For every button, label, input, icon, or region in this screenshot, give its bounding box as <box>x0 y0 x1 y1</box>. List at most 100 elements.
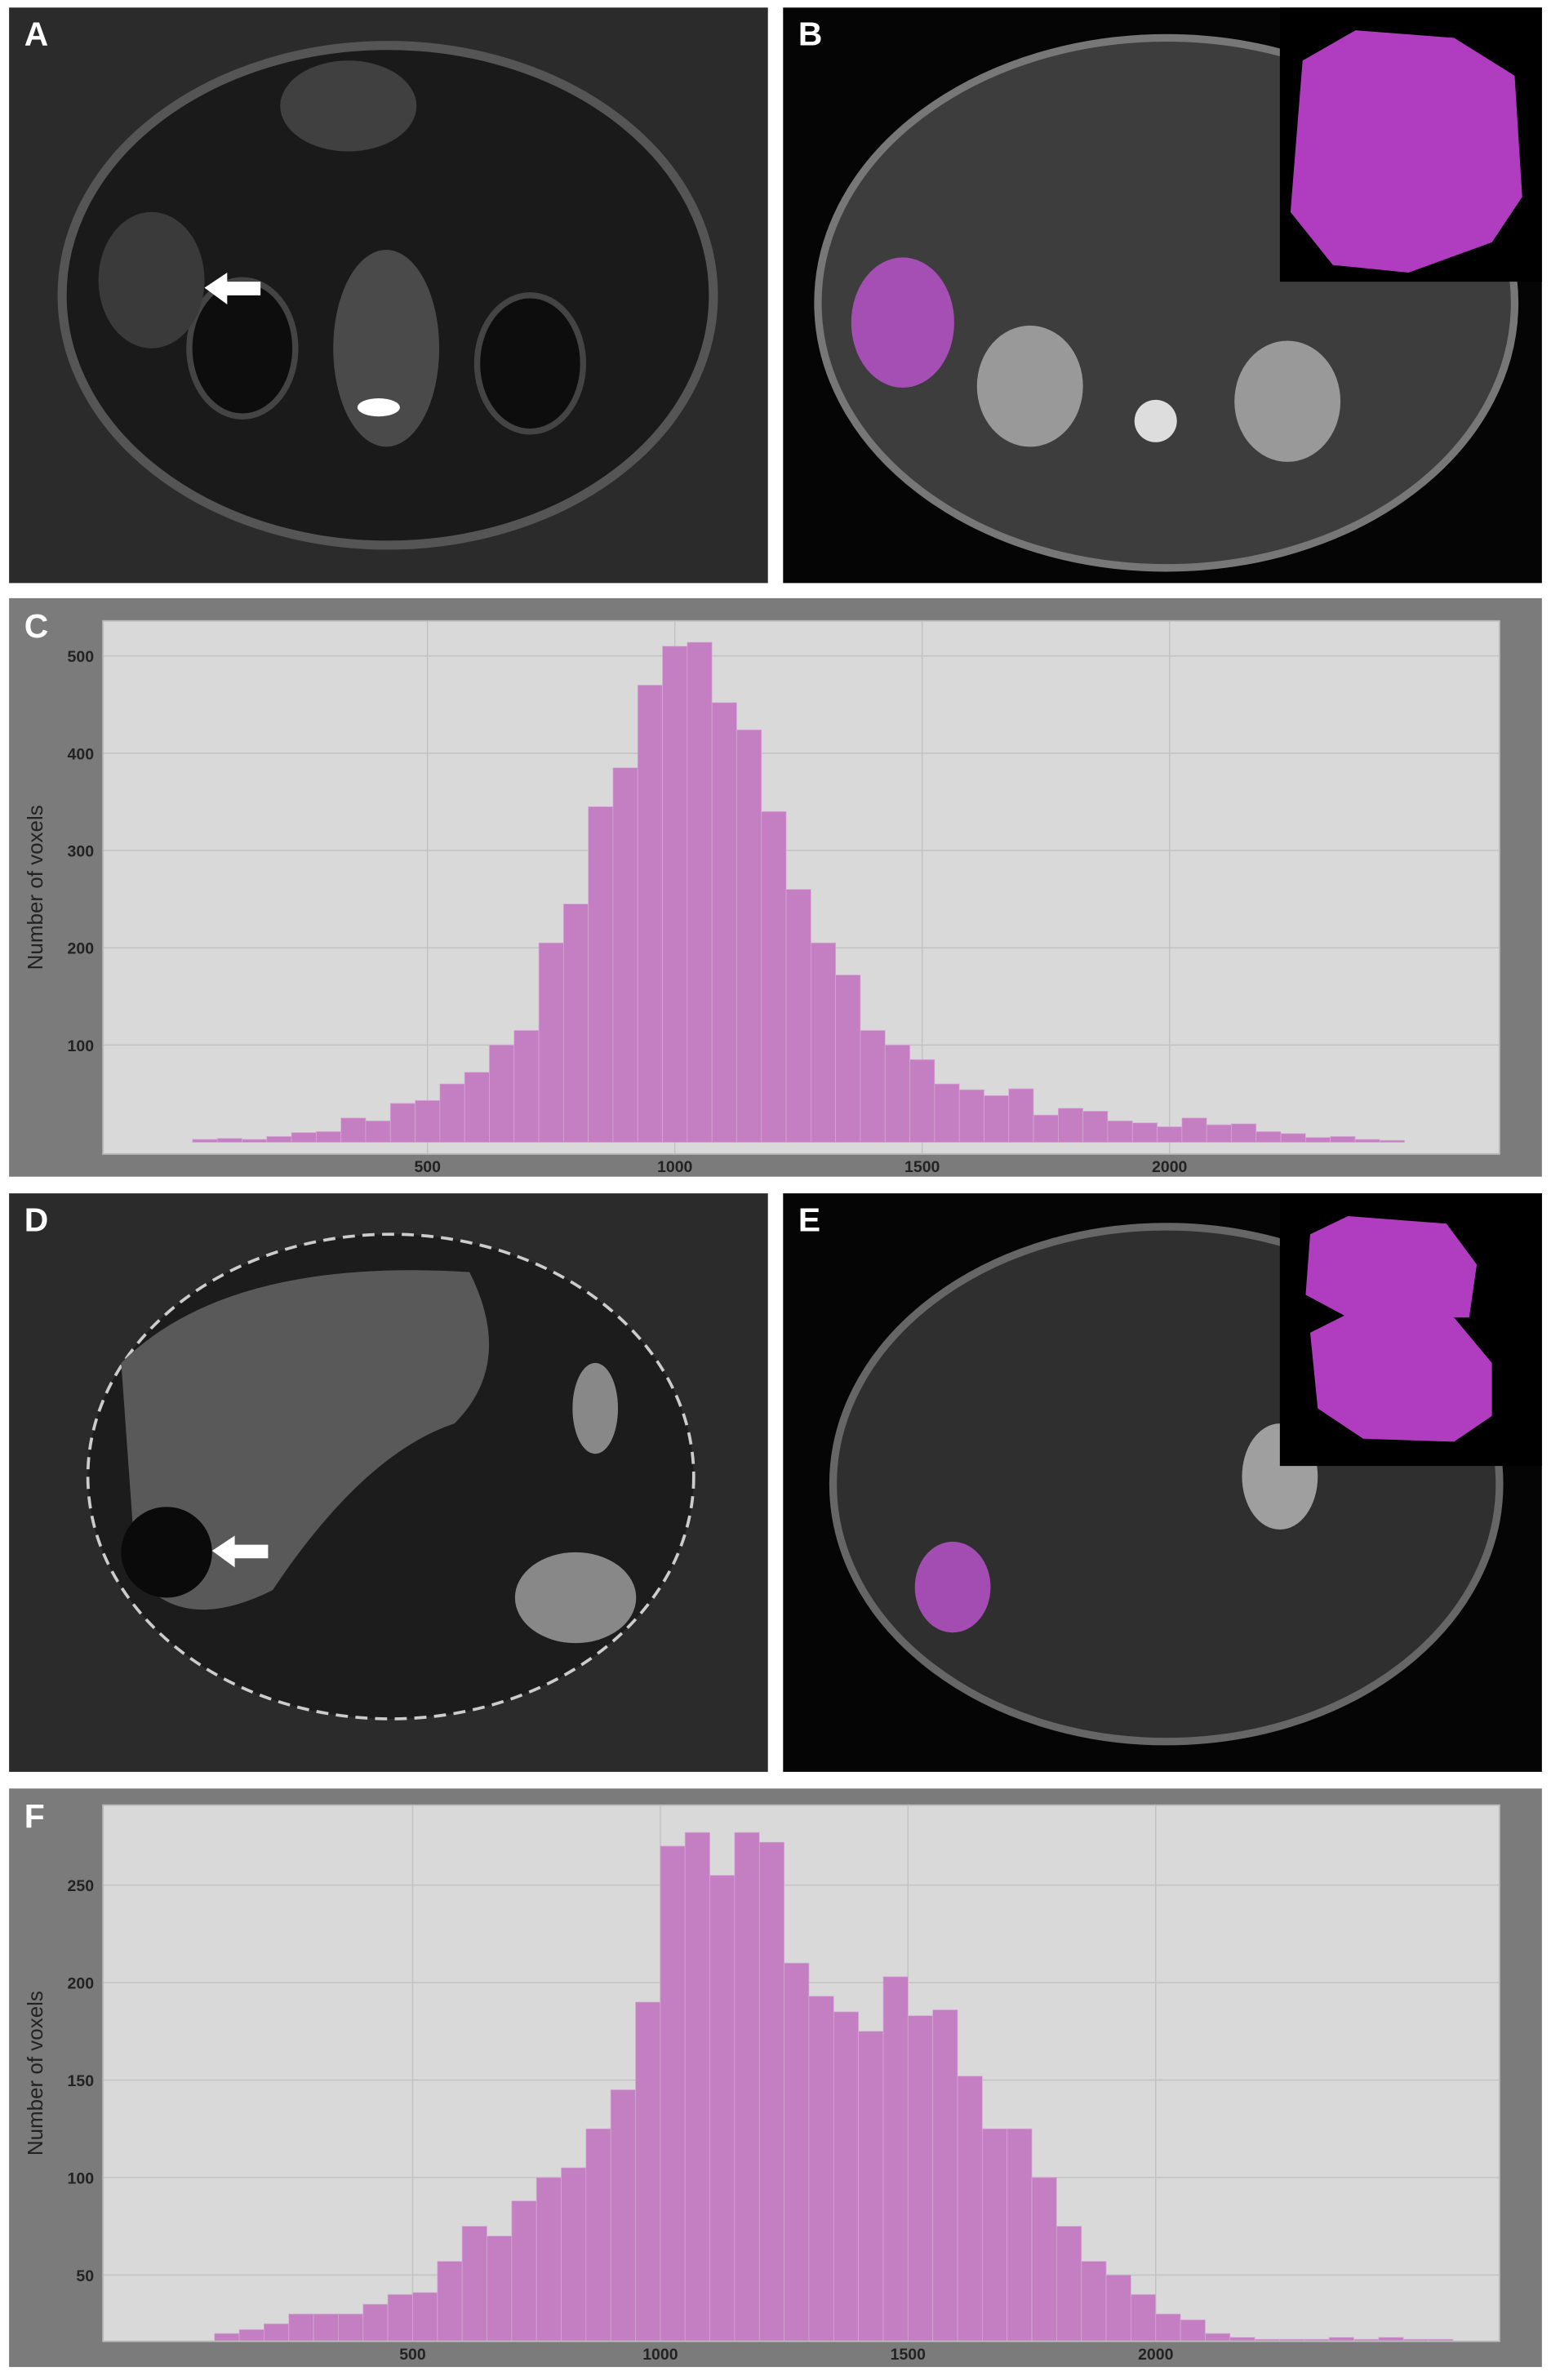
bar <box>1031 2177 1057 2342</box>
bar <box>1180 2319 1206 2342</box>
histogram-panel: 100 200 300 400 500 500 1000 1500 2000 Number of … <box>9 597 1542 1177</box>
bar <box>1181 1117 1207 1143</box>
x-tick-label: 500 <box>414 1158 441 1176</box>
bar <box>216 1138 242 1143</box>
bar <box>1231 1123 1257 1143</box>
bar <box>238 2329 264 2342</box>
spine <box>333 250 440 447</box>
bar <box>585 2128 611 2342</box>
bar <box>387 2293 413 2342</box>
bar <box>934 1083 960 1143</box>
bar <box>1304 1137 1331 1143</box>
bar <box>810 942 837 1143</box>
bar <box>315 1131 342 1143</box>
bar <box>415 1099 441 1143</box>
bar <box>758 1841 784 2342</box>
bar <box>1155 2313 1181 2342</box>
bar <box>1206 1124 1232 1143</box>
bar <box>1157 1126 1183 1143</box>
bar <box>511 2200 537 2342</box>
bar <box>461 2226 487 2342</box>
y-tick-label: 100 <box>68 2169 95 2187</box>
kidney <box>1234 340 1341 462</box>
bar <box>487 2236 513 2342</box>
bar <box>1033 1114 1059 1143</box>
bar <box>464 1072 490 1143</box>
panel-label: E <box>798 1201 820 1238</box>
lesion <box>98 211 205 349</box>
bar <box>561 2167 587 2342</box>
bar <box>214 2333 240 2342</box>
bar <box>612 767 638 1143</box>
mri-panel-b <box>783 7 1542 584</box>
bar <box>1131 1122 1158 1143</box>
bar <box>1205 2333 1231 2342</box>
bar <box>932 2009 958 2342</box>
panel-label: B <box>798 16 822 53</box>
bar <box>1056 2226 1082 2342</box>
kidney <box>514 1552 637 1644</box>
x-tick-label: 2000 <box>1152 1158 1187 1176</box>
bar <box>437 2261 463 2342</box>
y-tick-label: 50 <box>76 2267 94 2285</box>
spine <box>1134 399 1177 442</box>
bar <box>835 975 861 1143</box>
x-tick-label: 1000 <box>642 2346 678 2364</box>
y-tick-label: 200 <box>68 940 95 958</box>
x-tick-label: 2000 <box>1138 2346 1173 2364</box>
bar <box>660 1845 686 2342</box>
bar <box>536 2177 562 2342</box>
arrow <box>204 272 261 304</box>
bar <box>1057 1108 1084 1143</box>
bar <box>1354 1139 1380 1143</box>
mri-panel-a <box>9 7 768 584</box>
bar <box>610 2089 636 2342</box>
y-tick-label: 300 <box>68 842 95 860</box>
liver <box>121 1270 490 1610</box>
y-tick-label: 200 <box>68 1974 95 1992</box>
bar <box>340 1117 367 1143</box>
bar <box>884 1045 910 1143</box>
bar <box>684 1832 710 2342</box>
bar <box>1007 2128 1033 2342</box>
bar <box>242 1139 268 1143</box>
bar <box>489 1045 515 1143</box>
kidney <box>976 325 1083 447</box>
bar <box>513 1030 540 1143</box>
x-tick-label: 1500 <box>904 1158 940 1176</box>
bar <box>858 2031 884 2342</box>
bar <box>709 1875 736 2342</box>
bar <box>761 810 787 1143</box>
y-tick-label: 250 <box>68 1877 95 1895</box>
y-tick-label: 500 <box>68 648 95 666</box>
bar <box>637 685 663 1143</box>
kidney <box>186 277 299 420</box>
bar <box>288 2313 314 2342</box>
kidney <box>473 292 587 435</box>
bar <box>1131 2293 1157 2342</box>
bar <box>264 2323 290 2342</box>
plot-border <box>102 1804 1500 2342</box>
bar <box>909 1059 935 1143</box>
tissue <box>280 60 417 152</box>
bar <box>662 646 688 1143</box>
bar <box>291 1132 317 1143</box>
vessel <box>357 397 400 417</box>
bar <box>313 2313 339 2342</box>
bar <box>981 2128 1008 2342</box>
charts: 100 200 300 400 500 500 1000 1500 2000 Number of … <box>9 597 1542 2368</box>
bar <box>635 2001 661 2342</box>
bar <box>1379 1139 1405 1143</box>
bar <box>362 2303 389 2342</box>
bar <box>957 2076 983 2342</box>
y-tick-label: 150 <box>68 2072 95 2090</box>
arrow <box>211 1535 269 1568</box>
x-tick-label: 1000 <box>657 1158 692 1176</box>
bar <box>711 702 737 1143</box>
x-tick-label: 1500 <box>891 2346 926 2364</box>
roi-3d-render <box>1309 1309 1492 1442</box>
y-tick-label: 100 <box>68 1037 95 1055</box>
bar <box>1008 1088 1034 1143</box>
